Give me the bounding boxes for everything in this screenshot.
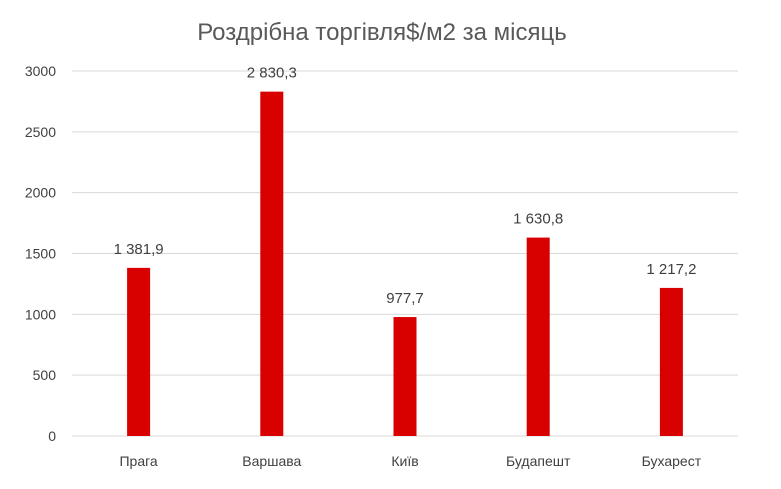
bar	[127, 267, 151, 436]
category-label: Будапешт	[506, 453, 571, 469]
bar	[526, 237, 550, 436]
y-axis-ticks: 0 500 1000 1500 2000 2500 3000	[25, 63, 56, 444]
bar	[260, 91, 284, 436]
data-label: 977,7	[386, 290, 424, 307]
data-label: 1 381,9	[114, 241, 164, 258]
bar	[659, 287, 683, 436]
category-label: Бухарест	[642, 453, 702, 469]
data-label: 1 630,8	[513, 211, 563, 228]
category-label: Прага	[119, 453, 157, 469]
chart-title: Роздрібна торгівля$/м2 за місяць	[197, 19, 567, 46]
data-label: 2 830,3	[247, 65, 297, 82]
data-labels: 1 381,9 2 830,3 977,7 1 630,8 1 217,2	[114, 65, 697, 307]
grid-lines	[72, 70, 738, 437]
data-label: 1 217,2	[646, 261, 696, 278]
bars	[127, 91, 683, 436]
bar	[393, 317, 417, 436]
category-label: Варшава	[242, 453, 301, 469]
category-label: Київ	[391, 453, 418, 469]
y-tick-label: 1000	[25, 306, 56, 322]
y-tick-label: 500	[33, 367, 57, 383]
y-tick-label: 3000	[25, 63, 56, 79]
y-tick-label: 2000	[25, 185, 56, 201]
x-axis-categories: Прага Варшава Київ Будапешт Бухарест	[119, 453, 701, 469]
y-tick-label: 1500	[25, 246, 56, 262]
y-tick-label: 0	[48, 428, 56, 444]
y-tick-label: 2500	[25, 124, 56, 140]
